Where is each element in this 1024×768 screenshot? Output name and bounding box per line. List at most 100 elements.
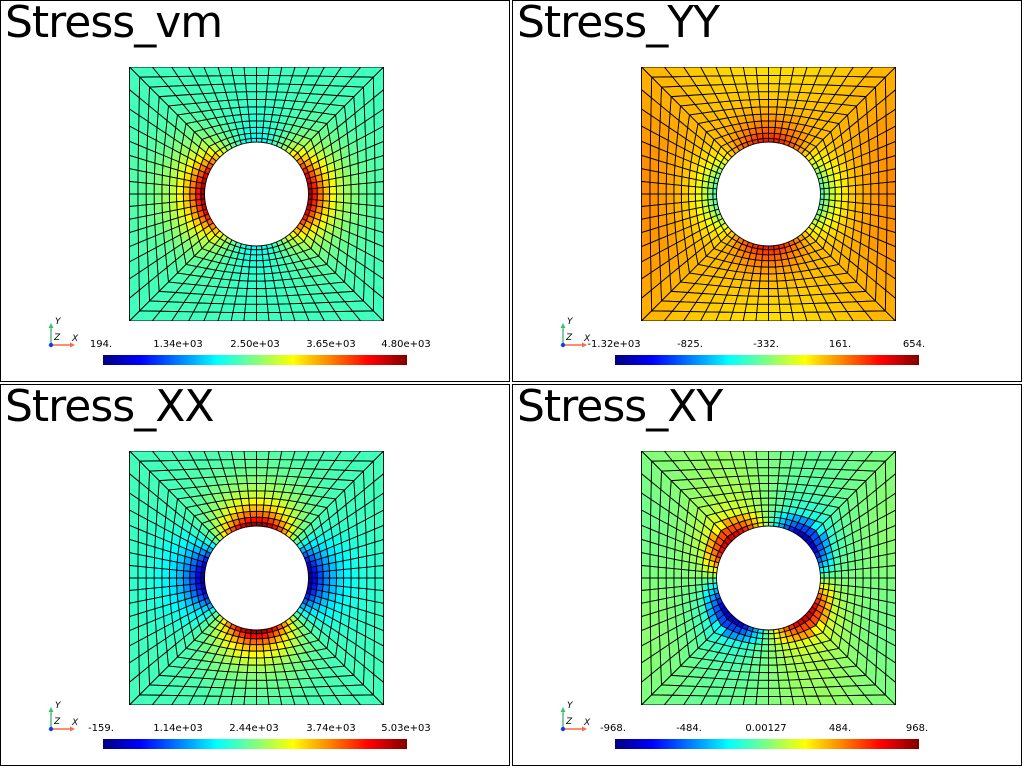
mesh-element bbox=[886, 577, 896, 591]
mesh-element bbox=[768, 83, 780, 93]
mesh-element bbox=[641, 589, 651, 604]
mesh-element bbox=[878, 588, 888, 603]
mesh-element bbox=[176, 561, 185, 572]
mesh-element bbox=[831, 695, 854, 705]
mesh-element bbox=[374, 217, 384, 233]
mesh-element bbox=[886, 601, 896, 617]
mesh-plot[interactable] bbox=[641, 67, 896, 321]
mesh-element bbox=[886, 565, 896, 579]
mesh-element bbox=[195, 193, 202, 201]
mesh-element bbox=[182, 577, 191, 586]
mesh-plot[interactable] bbox=[129, 451, 384, 705]
mesh-element bbox=[247, 490, 257, 499]
colorbar-tick-label: 194. bbox=[89, 339, 113, 350]
mesh-element bbox=[244, 74, 257, 85]
mesh-element bbox=[343, 193, 352, 204]
mesh-element bbox=[768, 679, 780, 689]
mesh-element bbox=[366, 169, 376, 184]
mesh-element bbox=[760, 644, 769, 652]
mesh-cells bbox=[129, 451, 384, 705]
mesh-element bbox=[666, 546, 676, 560]
mesh-element bbox=[195, 577, 202, 585]
mesh-element bbox=[256, 467, 268, 477]
mesh-element bbox=[756, 458, 769, 469]
mesh-element bbox=[188, 67, 209, 77]
mesh-element bbox=[732, 303, 748, 313]
mesh-element bbox=[168, 184, 178, 195]
mesh-element bbox=[311, 193, 318, 201]
mesh-element bbox=[304, 67, 325, 77]
mesh-element bbox=[171, 67, 194, 77]
mesh-element bbox=[276, 83, 291, 93]
mesh-element bbox=[768, 260, 777, 268]
mesh-element bbox=[256, 260, 265, 268]
mesh-element bbox=[816, 695, 837, 705]
mesh-element bbox=[840, 584, 849, 595]
mesh-element bbox=[256, 83, 268, 93]
mesh-element bbox=[350, 586, 360, 599]
mesh-plot[interactable] bbox=[641, 451, 896, 705]
mesh-element bbox=[752, 266, 762, 275]
mesh-element bbox=[316, 186, 324, 195]
mesh-element bbox=[746, 679, 759, 689]
mesh-element bbox=[256, 650, 265, 659]
y-axis-arrowhead bbox=[48, 323, 54, 328]
mesh-element bbox=[266, 467, 279, 477]
mesh-element bbox=[657, 577, 667, 590]
mesh-element bbox=[217, 451, 234, 461]
mesh-element bbox=[768, 280, 779, 290]
mesh-element bbox=[760, 260, 769, 268]
mesh-element bbox=[129, 155, 139, 171]
mesh-element bbox=[366, 588, 376, 603]
mesh-element bbox=[243, 312, 257, 321]
mesh-element bbox=[350, 183, 360, 195]
mesh-element bbox=[145, 544, 156, 559]
mesh-element bbox=[182, 570, 191, 579]
colorbar-tick-label: 2.50e+03 bbox=[230, 339, 280, 350]
mesh-element bbox=[841, 193, 849, 203]
mesh-element bbox=[768, 687, 781, 698]
mesh-plot[interactable] bbox=[129, 67, 384, 321]
colorbar-tick-label: -484. bbox=[676, 723, 702, 734]
mesh-element bbox=[744, 74, 759, 85]
mesh-element bbox=[244, 687, 257, 698]
x-axis-label: X bbox=[71, 718, 79, 728]
mesh-element bbox=[189, 577, 197, 586]
mesh-element bbox=[756, 303, 769, 314]
mesh-element bbox=[316, 570, 324, 579]
mesh-element bbox=[137, 169, 147, 184]
mesh-element bbox=[762, 633, 769, 640]
mesh-element bbox=[267, 451, 283, 460]
mesh-element bbox=[248, 497, 257, 506]
mesh-element bbox=[189, 180, 197, 189]
mesh-element bbox=[734, 295, 749, 305]
mesh-element bbox=[774, 510, 783, 519]
mesh-element bbox=[665, 557, 675, 570]
mesh-element bbox=[329, 193, 337, 203]
mesh-element bbox=[222, 679, 237, 689]
mesh-element bbox=[311, 571, 318, 579]
mesh-element bbox=[666, 162, 676, 176]
mesh-element bbox=[673, 174, 683, 186]
mesh-element bbox=[641, 168, 651, 183]
mesh-element bbox=[203, 695, 222, 705]
mesh-element bbox=[683, 67, 706, 77]
mesh-element bbox=[834, 186, 843, 195]
mesh-element bbox=[234, 679, 247, 689]
mesh-element bbox=[230, 451, 246, 460]
mesh-element bbox=[247, 657, 257, 666]
mesh-element bbox=[129, 205, 139, 220]
mesh-element bbox=[256, 295, 268, 305]
mesh-element bbox=[230, 312, 246, 321]
mesh-element bbox=[366, 553, 376, 568]
mesh-element bbox=[886, 589, 896, 604]
mesh-element bbox=[203, 67, 222, 77]
mesh-element bbox=[707, 571, 714, 579]
mesh-element bbox=[729, 311, 746, 321]
mesh-element bbox=[755, 696, 769, 705]
mesh-element bbox=[319, 67, 342, 77]
